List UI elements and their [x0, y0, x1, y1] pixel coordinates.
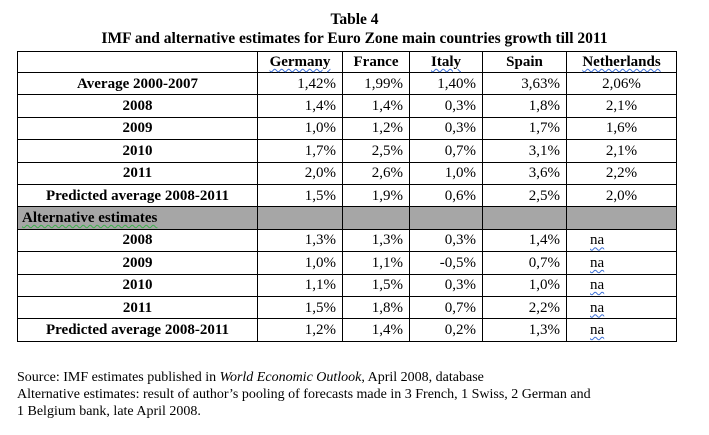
cell-france: 2,6%: [342, 161, 410, 185]
cell-germany: 1,5%: [257, 295, 343, 320]
cell-netherlands: 2,0%: [566, 183, 677, 208]
cell-netherlands: 2,2%: [566, 161, 677, 185]
row-label: Predicted average 2008-2011: [17, 183, 258, 208]
table-number: Table 4: [330, 11, 379, 28]
header-spain: Spain: [482, 51, 567, 73]
cell-spain: 1,3%: [482, 318, 567, 342]
cell-germany: 2,0%: [257, 161, 343, 185]
cell-germany: 1,4%: [257, 94, 343, 118]
cell-netherlands: 2,06%: [566, 71, 677, 96]
cell-italy: 1,0%: [409, 161, 483, 185]
header-italy: Italy: [409, 51, 483, 73]
cell-germany: 1,0%: [257, 116, 343, 141]
table-row: 2010 1,1% 1,5% 0,3% 1,0% na: [17, 273, 677, 297]
cell-spain: 2,5%: [482, 183, 567, 208]
row-label: 2010: [17, 139, 258, 163]
cell-france: 1,2%: [342, 116, 410, 141]
cell-france: 1,1%: [342, 251, 410, 275]
cell-spain: 1,4%: [482, 228, 567, 253]
row-label: 2010: [17, 273, 258, 297]
table-row: 2009 1,0% 1,1% -0,5% 0,7% na: [17, 251, 677, 275]
cell-spain: 3,1%: [482, 139, 567, 163]
cell-spain: 3,6%: [482, 161, 567, 185]
cell-italy: -0,5%: [409, 251, 483, 275]
cell-germany: 1,1%: [257, 273, 343, 297]
cell-netherlands: na: [566, 228, 677, 253]
cell-france: 1,5%: [342, 273, 410, 297]
table-row: 2008 1,3% 1,3% 0,3% 1,4% na: [17, 228, 677, 253]
cell-netherlands: 2,1%: [566, 139, 677, 163]
cell-france: 1,9%: [342, 183, 410, 208]
row-label: 2008: [17, 228, 258, 253]
cell-italy: 0,7%: [409, 295, 483, 320]
row-label: Average 2000-2007: [17, 71, 258, 96]
cell-france: 1,4%: [342, 94, 410, 118]
cell-italy: 0,3%: [409, 228, 483, 253]
cell-netherlands: na: [566, 318, 677, 342]
cell-italy: 0,6%: [409, 183, 483, 208]
cell-netherlands: 1,6%: [566, 116, 677, 141]
cell-italy: 1,40%: [409, 71, 483, 96]
cell-germany: 1,42%: [257, 71, 343, 96]
cell-germany: 1,2%: [257, 318, 343, 342]
cell-spain: 2,2%: [482, 295, 567, 320]
cell-germany: 1,0%: [257, 251, 343, 275]
cell-germany: 1,5%: [257, 183, 343, 208]
publication-name: World Economic Outlook: [219, 370, 362, 385]
table-row: 2009 1,0% 1,2% 0,3% 1,7% 1,6%: [17, 116, 677, 141]
cell-france: 2,5%: [342, 139, 410, 163]
growth-estimates-table: Germany France Italy Spain Netherlands A…: [17, 51, 677, 342]
row-label: 2009: [17, 116, 258, 141]
header-netherlands: Netherlands: [566, 51, 677, 73]
section-header-row: Alternative estimates: [17, 206, 677, 230]
cell-italy: 0,3%: [409, 116, 483, 141]
row-label: Predicted average 2008-2011: [17, 318, 258, 342]
cell-germany: 1,3%: [257, 228, 343, 253]
header-germany: Germany: [257, 51, 343, 73]
cell-netherlands: 2,1%: [566, 94, 677, 118]
cell-spain: 1,8%: [482, 94, 567, 118]
cell-france: 1,3%: [342, 228, 410, 253]
cell-netherlands: na: [566, 251, 677, 275]
table-row: Predicted average 2008-2011 1,5% 1,9% 0,…: [17, 183, 677, 208]
cell-netherlands: na: [566, 273, 677, 297]
cell-spain: 3,63%: [482, 71, 567, 96]
cell-france: 1,4%: [342, 318, 410, 342]
row-label: 2009: [17, 251, 258, 275]
cell-france: 1,8%: [342, 295, 410, 320]
table-row: 2011 2,0% 2,6% 1,0% 3,6% 2,2%: [17, 161, 677, 185]
cell-spain: 1,7%: [482, 116, 567, 141]
section-label: Alternative estimates: [17, 206, 258, 230]
table-row: Predicted average 2008-2011 1,2% 1,4% 0,…: [17, 318, 677, 342]
row-label: 2008: [17, 94, 258, 118]
table-title: IMF and alternative estimates for Euro Z…: [101, 30, 608, 47]
cell-germany: 1,7%: [257, 139, 343, 163]
cell-france: 1,99%: [342, 71, 410, 96]
cell-italy: 0,3%: [409, 94, 483, 118]
alternative-estimates-note-continued: 1 Belgium bank, late April 2008.: [17, 404, 201, 419]
row-label: 2011: [17, 295, 258, 320]
alternative-estimates-note: Alternative estimates: result of author’…: [17, 387, 591, 402]
source-note: Source: IMF estimates published in World…: [17, 370, 484, 385]
table-row: 2008 1,4% 1,4% 0,3% 1,8% 2,1%: [17, 94, 677, 118]
cell-italy: 0,3%: [409, 273, 483, 297]
cell-netherlands: na: [566, 295, 677, 320]
header-row: Germany France Italy Spain Netherlands: [17, 51, 677, 73]
cell-spain: 0,7%: [482, 251, 567, 275]
table-row: Average 2000-2007 1,42% 1,99% 1,40% 3,63…: [17, 71, 677, 96]
cell-italy: 0,2%: [409, 318, 483, 342]
table-row: 2010 1,7% 2,5% 0,7% 3,1% 2,1%: [17, 139, 677, 163]
cell-spain: 1,0%: [482, 273, 567, 297]
header-corner: [17, 51, 258, 73]
row-label: 2011: [17, 161, 258, 185]
table-row: 2011 1,5% 1,8% 0,7% 2,2% na: [17, 295, 677, 320]
header-france: France: [342, 51, 410, 73]
cell-italy: 0,7%: [409, 139, 483, 163]
